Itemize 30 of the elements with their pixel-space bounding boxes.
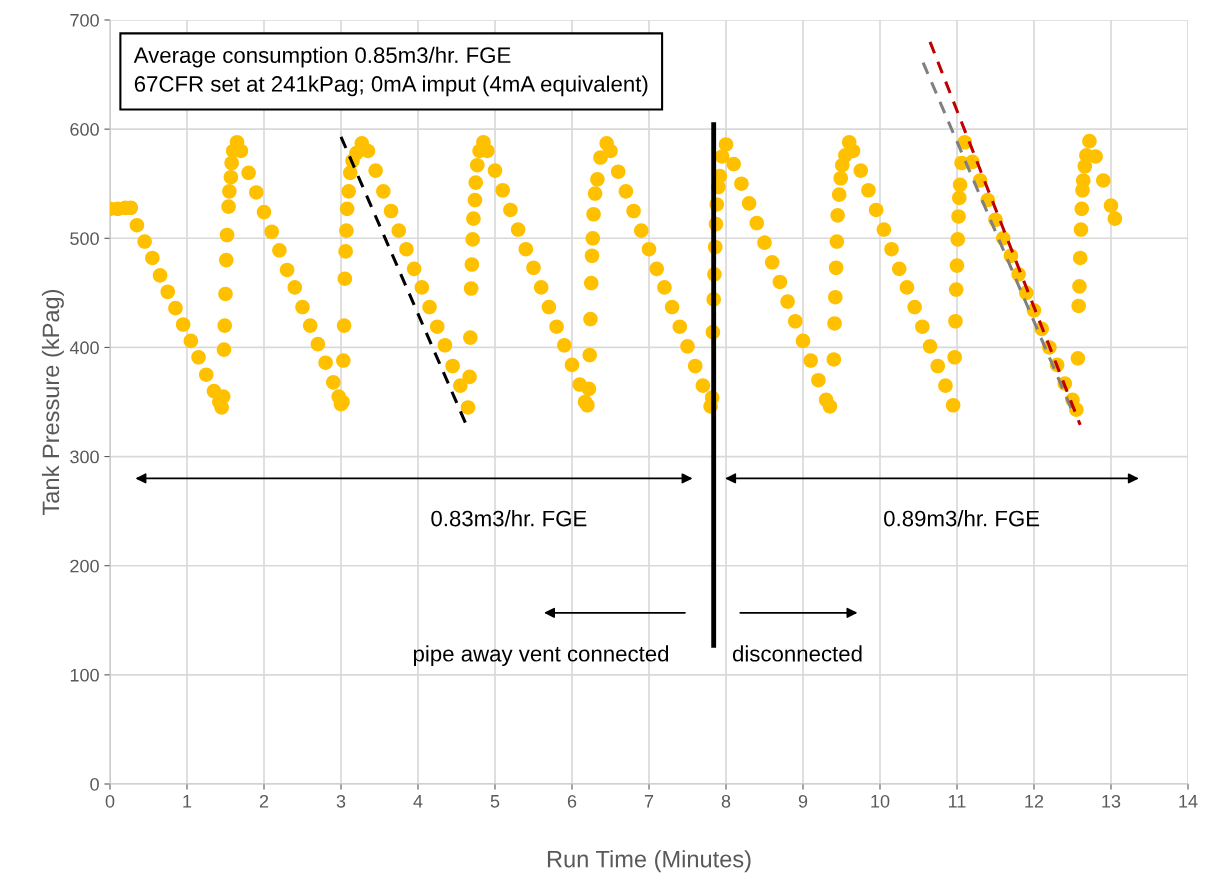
y-tick-label: 300 (70, 450, 99, 464)
x-tick-label: 12 (1025, 794, 1044, 808)
x-tick-label: 14 (1179, 795, 1198, 808)
x-axis-title: Run Time (Minutes) (547, 850, 751, 873)
x-tick-label: 2 (259, 794, 269, 808)
x-tick-label: 1 (183, 795, 192, 808)
annotation: Average consumption 0.85m3/hr. FGE 67CFR set at 241kPag; 0mA imput (4mA equivalent) (133, 46, 648, 97)
x-tick-label: 4 (413, 795, 423, 808)
x-tick-label: 8 (721, 794, 731, 808)
x-tick-label: 7 (644, 795, 654, 808)
y-tick-label: 200 (70, 559, 99, 573)
y-tick-label: 100 (70, 668, 99, 682)
y-tick-label: 400 (69, 341, 99, 355)
x-tick-label: 11 (949, 795, 966, 808)
x-tick-label: 0 (105, 794, 115, 808)
x-tick-label: 10 (871, 794, 890, 808)
annotation: 0.89m3/hr. FGE (884, 510, 1040, 527)
annotation: disconnected (732, 645, 862, 662)
y-tick-label: 700 (70, 13, 99, 27)
y-tick-label: 500 (70, 232, 99, 246)
y-tick-label: 600 (70, 123, 99, 136)
x-tick-label: 3 (336, 794, 346, 808)
x-tick-label: 5 (490, 795, 500, 808)
x-tick-label: 13 (1102, 794, 1121, 808)
x-tick-label: 6 (567, 794, 577, 808)
annotation: pipe away vent connected (413, 645, 669, 667)
annotation: 0.83m3/hr. FGE (431, 510, 587, 527)
x-tick-label: 9 (798, 794, 808, 808)
y-tick-label: 0 (90, 777, 99, 791)
y-axis-title: Tank Pressure (kPag) (41, 289, 64, 515)
